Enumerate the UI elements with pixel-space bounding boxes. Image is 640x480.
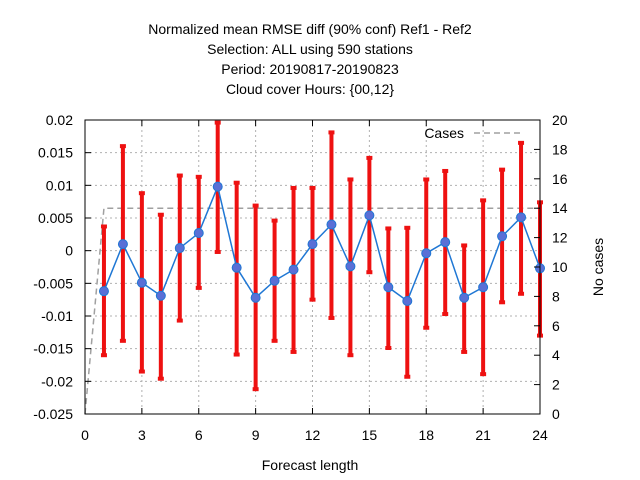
y2-tick-label: 14 bbox=[552, 200, 568, 216]
data-point bbox=[383, 282, 394, 293]
y-axis-ticks: -0.025 -0.02 -0.015 -0.01 -0.005 0 0.005 0.01 0.… bbox=[33, 112, 91, 422]
y2-tick-label: 10 bbox=[552, 259, 568, 275]
legend-label-cases: Cases bbox=[424, 125, 464, 141]
y2-tick-label: 12 bbox=[552, 230, 568, 246]
y2-axis-label: No cases bbox=[590, 238, 606, 296]
data-point bbox=[174, 243, 185, 254]
data-point bbox=[307, 239, 318, 250]
title-line-1: Normalized mean RMSE diff (90% conf) Ref… bbox=[148, 21, 472, 37]
data-point bbox=[136, 277, 147, 288]
y-tick-label: -0.01 bbox=[41, 308, 73, 324]
x-tick-label: 0 bbox=[81, 427, 89, 443]
cases-line bbox=[84, 207, 540, 415]
x-tick-label: 21 bbox=[475, 427, 491, 443]
data-point bbox=[516, 212, 527, 223]
y2-tick-label: 16 bbox=[552, 171, 568, 187]
y2-tick-label: 18 bbox=[552, 141, 568, 157]
data-point bbox=[250, 292, 261, 303]
data-point bbox=[364, 210, 375, 221]
data-point bbox=[288, 264, 299, 275]
x-axis-label: Forecast length bbox=[262, 457, 359, 473]
y-tick-label: -0.005 bbox=[33, 275, 73, 291]
data-point bbox=[478, 282, 489, 293]
data-point bbox=[117, 239, 128, 250]
y-tick-label: 0 bbox=[65, 243, 73, 259]
x-tick-label: 18 bbox=[418, 427, 434, 443]
data-point bbox=[231, 262, 242, 273]
y2-tick-label: 8 bbox=[552, 288, 560, 304]
y2-tick-label: 2 bbox=[552, 377, 560, 393]
y2-tick-label: 4 bbox=[552, 347, 560, 363]
y2-tick-label: 6 bbox=[552, 318, 560, 334]
title-line-4: Cloud cover Hours: {00,12} bbox=[226, 81, 394, 97]
data-point bbox=[155, 290, 166, 301]
data-point bbox=[193, 228, 204, 239]
title-line-3: Period: 20190817-20190823 bbox=[221, 61, 399, 77]
data-point bbox=[459, 292, 470, 303]
error-bars bbox=[100, 120, 543, 392]
chart-title: Normalized mean RMSE diff (90% conf) Ref… bbox=[148, 21, 472, 97]
y-tick-label: -0.02 bbox=[41, 373, 73, 389]
mean-diff-series bbox=[98, 181, 545, 306]
legend: Cases bbox=[424, 125, 524, 141]
data-point bbox=[98, 286, 109, 297]
x-tick-label: 15 bbox=[362, 427, 378, 443]
data-point bbox=[326, 219, 337, 230]
data-point bbox=[345, 261, 356, 272]
y2-axis-ticks: 0 2 4 6 8 10 12 14 16 18 20 bbox=[534, 112, 568, 422]
x-tick-label: 3 bbox=[138, 427, 146, 443]
y-tick-label: 0.005 bbox=[38, 210, 73, 226]
cases-series bbox=[84, 207, 540, 415]
data-point bbox=[212, 181, 223, 192]
y-tick-label: -0.025 bbox=[33, 406, 73, 422]
y-tick-label: -0.015 bbox=[33, 341, 73, 357]
y2-tick-label: 20 bbox=[552, 112, 568, 128]
x-tick-label: 12 bbox=[305, 427, 321, 443]
x-tick-label: 6 bbox=[195, 427, 203, 443]
y-tick-label: 0.01 bbox=[46, 177, 73, 193]
y-tick-label: 0.015 bbox=[38, 145, 73, 161]
x-tick-label: 9 bbox=[252, 427, 260, 443]
x-axis-ticks: 0 3 6 9 12 15 18 21 24 bbox=[81, 120, 548, 443]
data-point bbox=[421, 248, 432, 259]
data-point bbox=[440, 237, 451, 248]
data-point bbox=[269, 275, 280, 286]
data-point bbox=[497, 231, 508, 242]
title-line-2: Selection: ALL using 590 stations bbox=[207, 41, 413, 57]
x-tick-label: 24 bbox=[532, 427, 548, 443]
y2-tick-label: 0 bbox=[552, 406, 560, 422]
y-tick-label: 0.02 bbox=[46, 112, 73, 128]
data-point bbox=[402, 295, 413, 306]
